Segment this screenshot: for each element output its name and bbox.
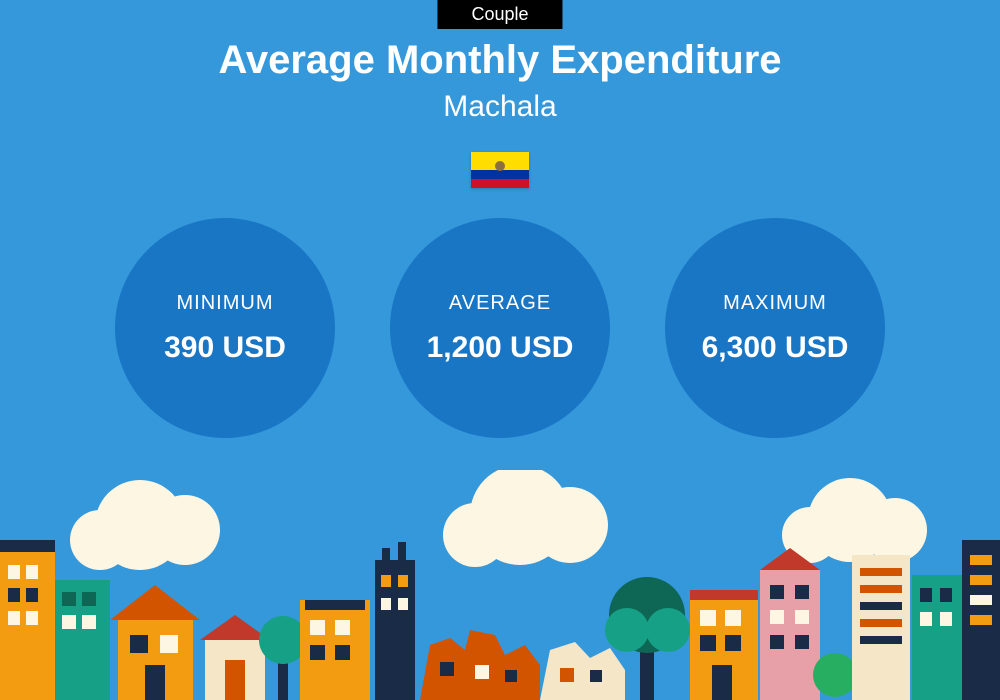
stat-minimum: MINIMUM 390 USD <box>115 218 335 438</box>
page-subtitle: Machala <box>0 90 1000 124</box>
category-badge-label: Couple <box>471 4 528 24</box>
stat-value: 6,300 USD <box>702 331 849 365</box>
stat-label: MINIMUM <box>177 292 274 315</box>
stat-label: MAXIMUM <box>723 292 827 315</box>
stat-value: 1,200 USD <box>427 331 574 365</box>
category-badge: Couple <box>437 0 562 29</box>
stat-average: AVERAGE 1,200 USD <box>390 218 610 438</box>
stat-label: AVERAGE <box>449 292 551 315</box>
stat-maximum: MAXIMUM 6,300 USD <box>665 218 885 438</box>
cityscape-illustration <box>0 470 1000 700</box>
page-title: Average Monthly Expenditure <box>0 38 1000 83</box>
stats-row: MINIMUM 390 USD AVERAGE 1,200 USD MAXIMU… <box>0 218 1000 438</box>
stat-value: 390 USD <box>164 331 286 365</box>
country-flag-icon <box>471 152 529 188</box>
